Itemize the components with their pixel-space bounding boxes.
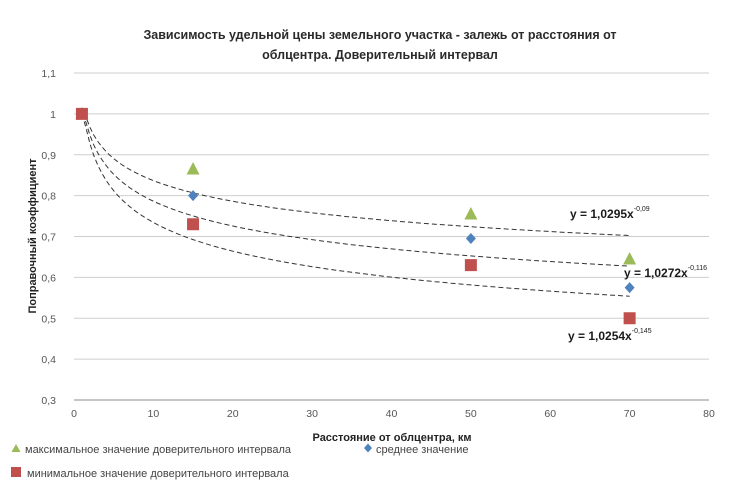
y-tick-label: 0,3 <box>41 395 56 407</box>
data-point-square <box>187 218 200 231</box>
legend-marker-square <box>11 467 21 477</box>
trendline <box>81 113 630 236</box>
data-point-diamond <box>465 233 476 245</box>
x-tick-label: 80 <box>703 408 715 420</box>
x-tick-label: 70 <box>624 408 636 420</box>
x-axis-ticks: 0 10 20 30 40 50 60 70 80 <box>71 408 715 420</box>
x-tick-label: 10 <box>148 408 160 420</box>
x-tick-label: 60 <box>544 408 556 420</box>
x-tick-label: 50 <box>465 408 477 420</box>
legend-marker-diamond <box>364 443 372 453</box>
x-tick-label: 0 <box>71 408 77 420</box>
data-point-square <box>464 259 477 272</box>
x-tick-label: 30 <box>306 408 318 420</box>
trendlines <box>81 113 630 297</box>
x-tick-label: 20 <box>227 408 239 420</box>
gridlines <box>74 72 709 401</box>
y-axis-ticks: 0,3 0,4 0,5 0,6 0,7 0,8 0,9 1 1,1 <box>41 68 56 407</box>
data-point-triangle <box>464 207 478 220</box>
legend-label: среднее значение <box>376 444 468 456</box>
data-point-triangle <box>623 251 637 265</box>
trendline-equation: y = 1,0295x-0,09 <box>570 206 650 221</box>
chart-title-line-2: облцентра. Доверительный интервал <box>262 48 498 62</box>
y-tick-label: 0,6 <box>41 272 56 284</box>
data-points <box>75 106 637 325</box>
x-tick-label: 40 <box>386 408 398 420</box>
data-point-square <box>623 312 636 325</box>
trendline-equations: y = 1,0295x-0,09 y = 1,0272x-0,116 y = 1,0… <box>568 206 707 343</box>
data-point-triangle <box>186 162 200 175</box>
trendline <box>81 113 630 297</box>
y-tick-label: 0,9 <box>41 150 56 162</box>
data-point-diamond <box>188 190 199 202</box>
chart-title-line-1: Зависимость удельной цены земельного уча… <box>143 28 616 42</box>
legend-marker-triangle <box>11 444 21 452</box>
legend-label: максимальное значение доверительного инт… <box>25 444 292 456</box>
x-axis-label: Расстояние от облцентра, км <box>313 432 472 444</box>
y-tick-label: 0,7 <box>41 232 56 244</box>
data-point-diamond <box>624 282 635 294</box>
trendline <box>81 113 630 267</box>
y-tick-label: 1,1 <box>41 68 56 80</box>
y-tick-label: 1 <box>50 109 56 121</box>
y-tick-label: 0,8 <box>41 191 56 203</box>
data-point-square <box>75 107 88 120</box>
y-axis-label: Поправочный коэффициент <box>27 158 39 314</box>
y-tick-label: 0,5 <box>41 313 56 325</box>
legend-label: минимальное значение доверительного инте… <box>27 468 290 480</box>
trendline-equation: y = 1,0254x-0,145 <box>568 328 652 343</box>
trendline-equation: y = 1,0272x-0,116 <box>624 265 707 280</box>
legend: максимальное значение доверительного инт… <box>11 443 468 480</box>
y-tick-label: 0,4 <box>41 354 56 366</box>
